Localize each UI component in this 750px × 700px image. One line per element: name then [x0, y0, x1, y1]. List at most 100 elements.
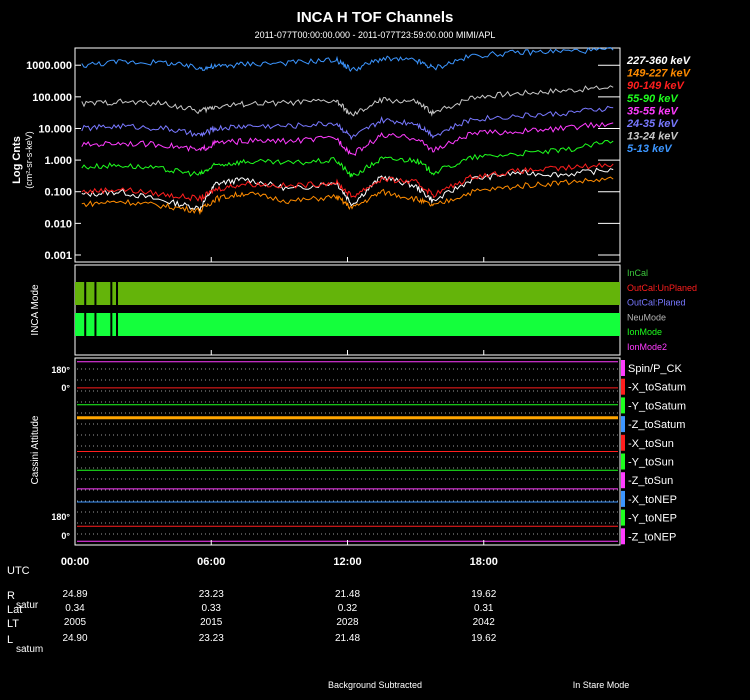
attitude-legend-entry: -X_toNEP — [628, 494, 677, 506]
attitude-legend-swatch — [621, 378, 625, 395]
series-line-3 — [81, 139, 614, 178]
panel-1-grid — [75, 64, 620, 256]
attitude-y-tick-label: 180° — [51, 512, 70, 522]
ephemeris-value: 2042 — [473, 617, 496, 628]
ephemeris-value: 21.48 — [335, 589, 360, 600]
ephemeris-row-sublabel: satum — [16, 644, 43, 655]
ephemeris-value: 2015 — [200, 617, 223, 628]
attitude-legend-swatch — [621, 416, 625, 433]
attitude-legend-swatch — [621, 453, 625, 470]
utc-label: UTC — [7, 565, 30, 577]
panel-1-ylabel: Log Cnts — [11, 136, 23, 184]
attitude-legend-swatch — [621, 360, 625, 376]
ephemeris-value: 0.34 — [65, 603, 85, 614]
legend-entry: 149-227 keV — [627, 68, 692, 80]
mode-legend-entry: IonMode2 — [627, 342, 667, 352]
y-tick-label: 1.000 — [44, 155, 72, 167]
ephemeris-value: 0.32 — [338, 603, 358, 614]
legend-entry: 35-55 keV — [627, 105, 679, 117]
footer-right: In Stare Mode — [573, 680, 630, 690]
ephemeris-value: 2028 — [336, 617, 359, 628]
y-tick-label: 10.000 — [38, 123, 72, 135]
ephemeris-row-sublabel: satur — [16, 600, 39, 611]
mode-legend-entry: OutCal:Planed — [627, 298, 686, 308]
legend-entry: 24-35 keV — [626, 118, 679, 130]
mode-gap — [84, 282, 87, 305]
x-tick-label: 18:00 — [470, 556, 498, 568]
panel-2-frame — [74, 264, 621, 356]
series-line-6 — [81, 85, 614, 117]
x-tick-label: 06:00 — [197, 556, 225, 568]
mode-legend-entry: NeuMode — [627, 312, 666, 322]
panel-3-ylabel: Cassini Attitude — [30, 415, 41, 484]
ephemeris-value: 0.33 — [202, 603, 222, 614]
legend-entry: 227-360 keV — [626, 55, 692, 67]
legend-entry: 90-149 keV — [627, 80, 686, 92]
mode-gap — [110, 313, 113, 336]
attitude-legend-entry: -Y_toNEP — [628, 513, 677, 525]
y-tick-label: 0.010 — [44, 218, 72, 230]
x-axis-ticks: 00:00 06:00 12:00 18:00 — [61, 257, 498, 568]
mode-gap — [116, 313, 119, 336]
attitude-legend-entry: -X_toSun — [628, 438, 674, 450]
series-line-7 — [81, 46, 614, 73]
ephemeris-value: 23.23 — [199, 589, 224, 600]
attitude-legend-entry: Spin/P_CK — [628, 363, 682, 375]
panel-1-frame — [74, 47, 621, 263]
ephemeris-value: 23.23 — [199, 633, 224, 644]
mode-legend-entry: IonMode — [627, 327, 662, 337]
panel-1-yunits: (cm²-sr-s-keV) — [24, 131, 34, 189]
x-tick-label: 00:00 — [61, 556, 89, 568]
attitude-legend-entry: -Z_toNEP — [628, 531, 676, 543]
attitude-y-tick-label: 0° — [61, 531, 70, 541]
attitude-legend-swatch — [621, 509, 625, 526]
attitude-legend-entry: -Y_toSatum — [628, 400, 686, 412]
panel-2-ylabel: INCA Mode — [30, 284, 41, 336]
series-line-2 — [81, 162, 614, 203]
y-tick-label: 1000.000 — [26, 60, 72, 72]
mode-gap — [94, 313, 97, 336]
mode-gap — [110, 282, 113, 305]
panel-3-y-ticks: 180° 0° 180° 0° — [51, 365, 70, 541]
panel-2-legend: InCal OutCal:UnPlaned OutCal:Planed NeuMode… — [627, 268, 697, 352]
ephemeris-value: 21.48 — [335, 633, 360, 644]
mode-gap — [116, 282, 119, 305]
attitude-legend-swatch — [621, 528, 625, 545]
mode-legend-entry: OutCal:UnPlaned — [627, 283, 697, 293]
chart-title: INCA H TOF Channels — [297, 9, 454, 26]
ephemeris-row-label: LT — [7, 618, 19, 630]
y-tick-label: 100.000 — [32, 92, 72, 104]
series-line-0 — [81, 167, 614, 212]
series-line-1 — [81, 176, 614, 216]
series-line-4 — [81, 121, 614, 157]
mode-gap — [94, 282, 97, 305]
panel-1-y-ticks: 1000.000 100.000 10.000 1.000 0.100 0.010 0.00… — [26, 60, 72, 262]
x-tick-label: 12:00 — [333, 556, 361, 568]
attitude-legend-swatch — [621, 490, 625, 507]
legend-entry: 13-24 keV — [627, 131, 679, 143]
panel-2-bands — [75, 282, 620, 336]
chart-subtitle: 2011-077T00:00:00.000 - 2011-077T23:59:0… — [255, 30, 496, 40]
ephemeris-row-label: R — [7, 590, 15, 602]
mode-band-InCal — [75, 282, 620, 305]
ephemeris-value: 24.90 — [62, 633, 87, 644]
ephemeris-row-label: Lat — [7, 604, 22, 616]
attitude-legend-entry: -Z_toSun — [628, 475, 673, 487]
ephemeris-value: 0.31 — [474, 603, 494, 614]
footer-left: Background Subtracted — [328, 680, 422, 690]
attitude-legend-swatch — [621, 472, 625, 489]
y-tick-label: 0.001 — [44, 250, 72, 262]
series-line-5 — [81, 105, 614, 141]
attitude-legend-entry: -Y_toSun — [628, 457, 674, 469]
attitude-legend-swatch — [621, 434, 625, 451]
attitude-legend-entry: -X_toSatum — [628, 382, 686, 394]
attitude-legend-swatch — [621, 397, 625, 414]
legend-entry: 55-90 keV — [627, 93, 679, 105]
y-tick-label: 0.100 — [44, 187, 72, 199]
panel-3-series — [77, 361, 618, 542]
mode-legend-entry: InCal — [627, 268, 648, 278]
attitude-y-tick-label: 0° — [61, 383, 70, 393]
